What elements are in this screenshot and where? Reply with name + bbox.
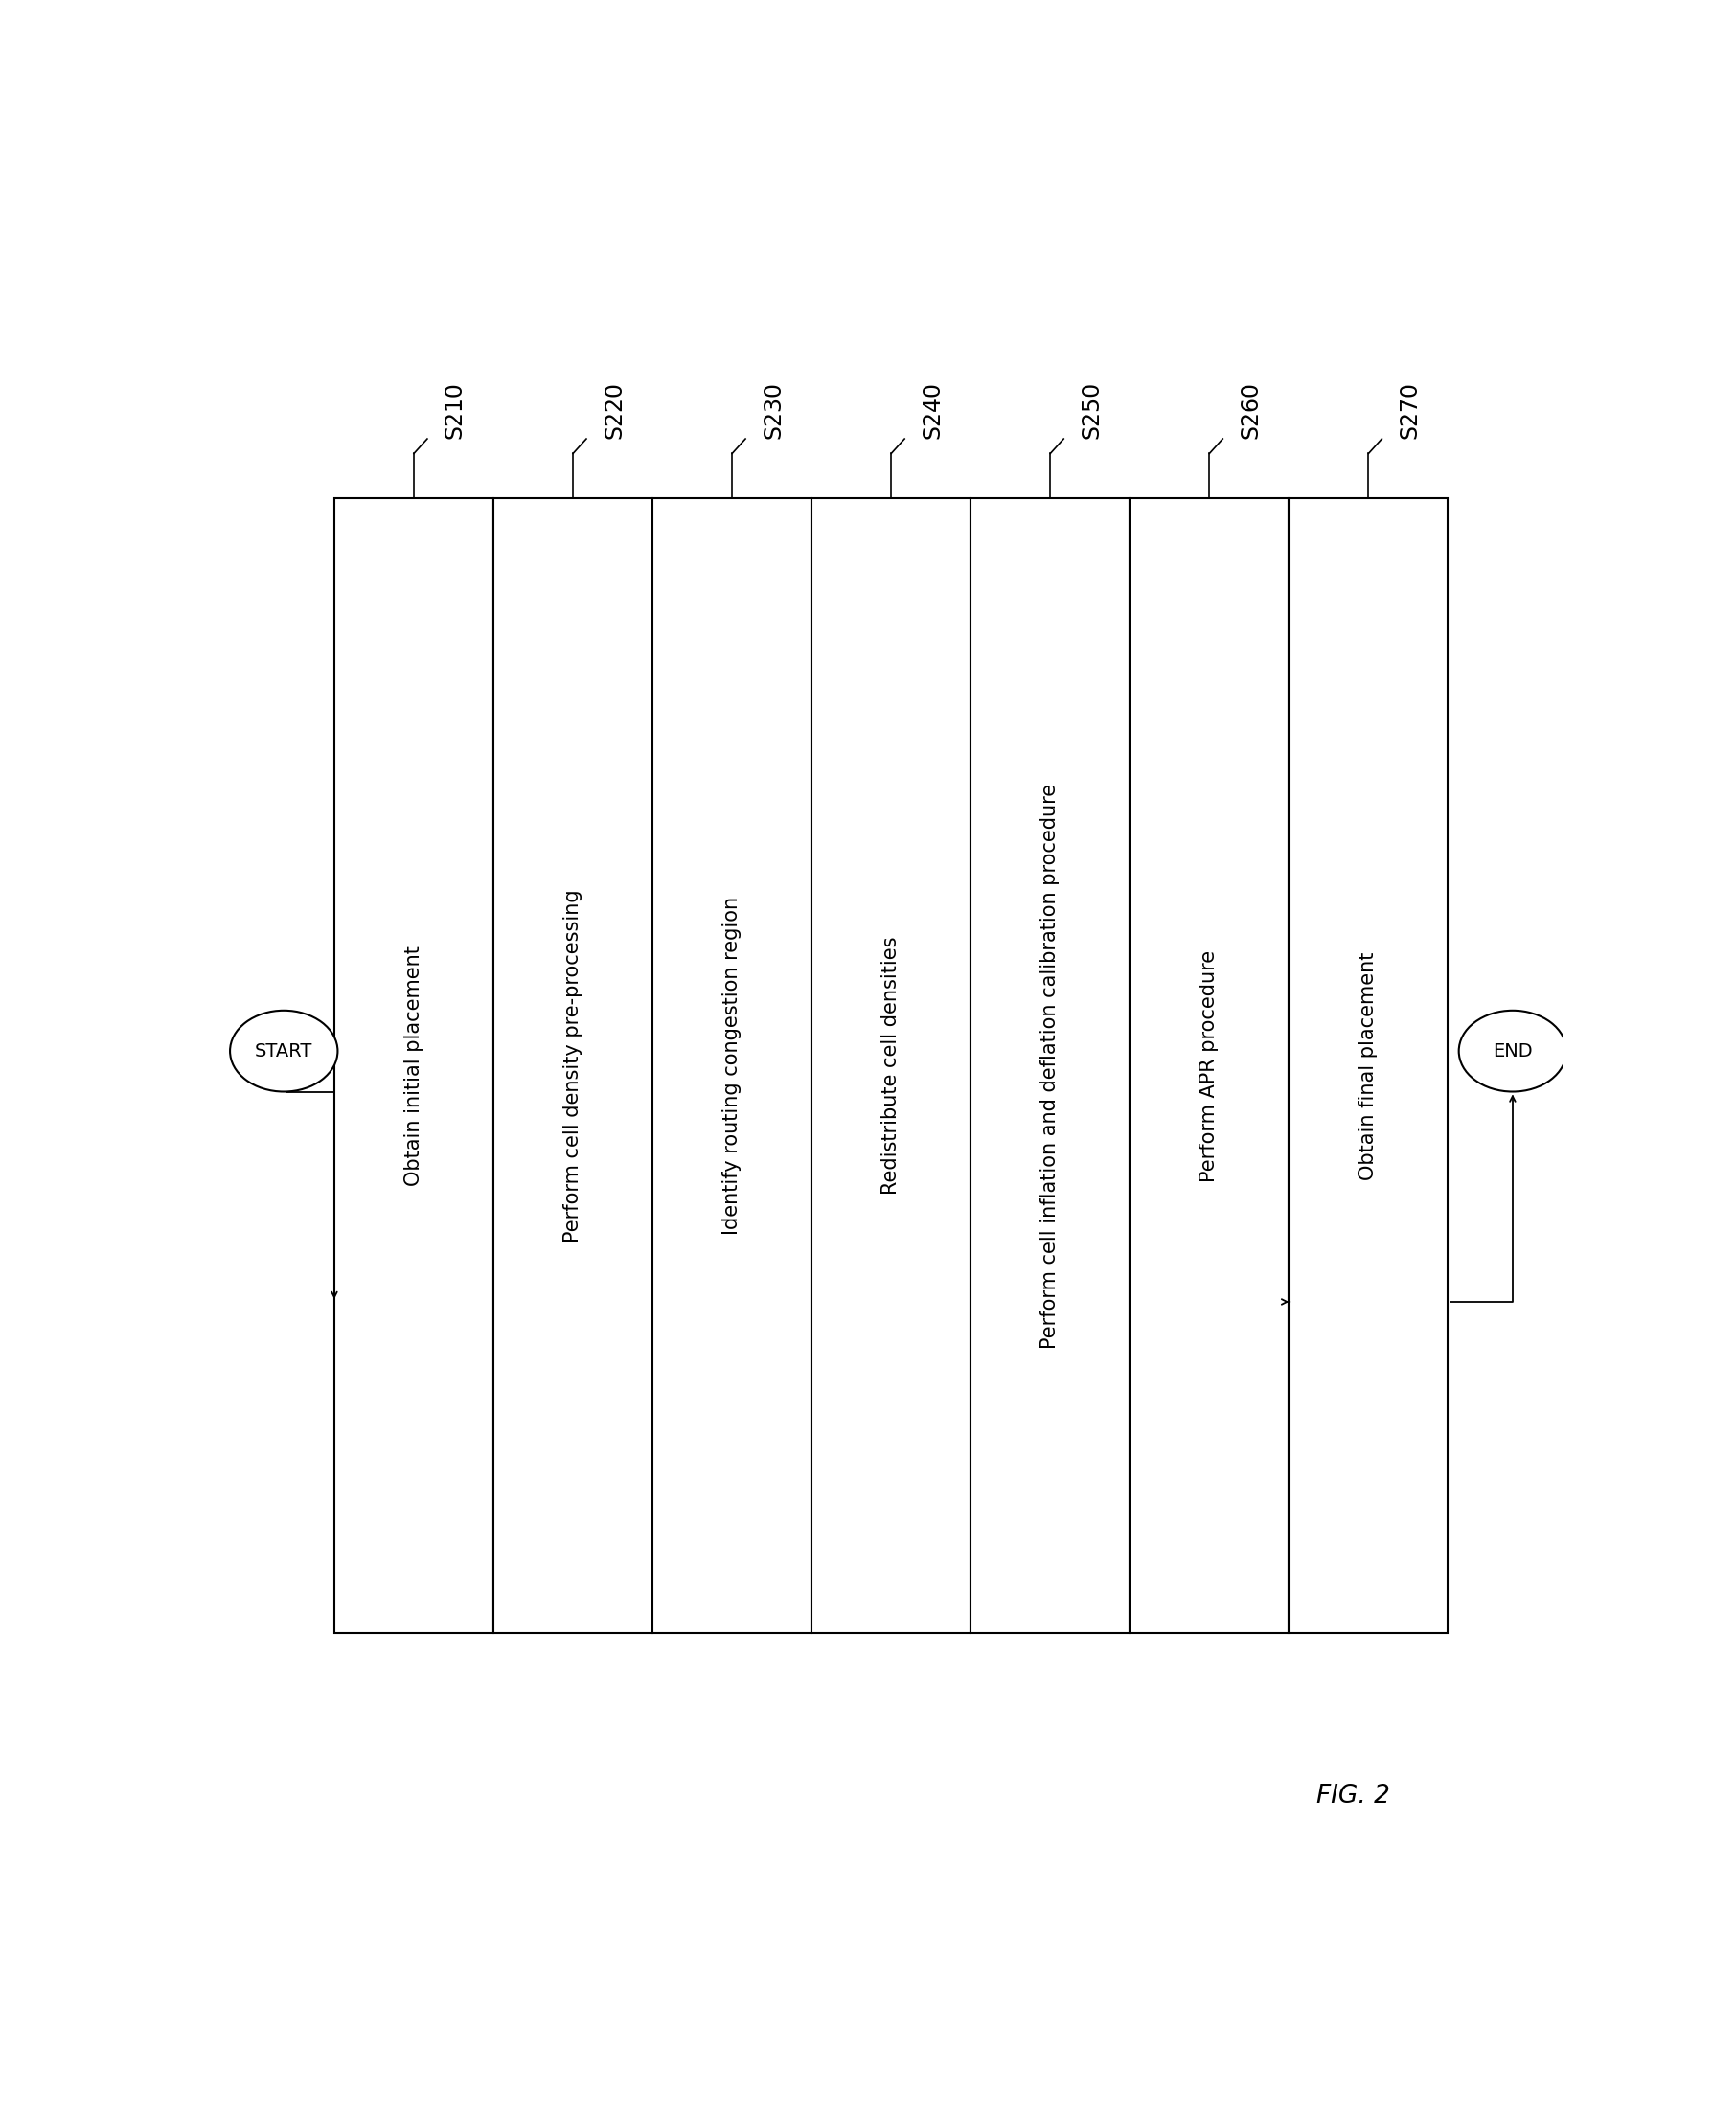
Text: Perform APR procedure: Perform APR procedure [1200,950,1219,1181]
Text: S270: S270 [1397,382,1422,439]
Text: S250: S250 [1080,382,1102,439]
Bar [970,498,1130,1635]
Bar [1130,498,1288,1635]
Ellipse shape [229,1011,339,1092]
Text: Redistribute cell densities: Redistribute cell densities [882,937,901,1196]
Text: Obtain initial placement: Obtain initial placement [404,946,424,1185]
Text: Perform cell inflation and deflation calibration procedure: Perform cell inflation and deflation cal… [1040,782,1061,1348]
Bar [1288,498,1448,1635]
Bar [493,498,653,1635]
Ellipse shape [1458,1011,1566,1092]
Text: S210: S210 [444,382,467,439]
Text: S230: S230 [762,382,785,439]
Text: FIG. 2: FIG. 2 [1316,1783,1391,1808]
Text: START: START [255,1041,312,1060]
Bar [653,498,812,1635]
Text: END: END [1493,1041,1533,1060]
Text: S260: S260 [1240,382,1262,439]
Bar [335,498,493,1635]
Text: Identify routing congestion region: Identify routing congestion region [722,897,741,1236]
Bar [812,498,970,1635]
Text: Obtain final placement: Obtain final placement [1359,952,1378,1181]
Text: S240: S240 [920,382,944,439]
Text: S220: S220 [602,382,625,439]
Text: Perform cell density pre-processing: Perform cell density pre-processing [564,888,583,1242]
